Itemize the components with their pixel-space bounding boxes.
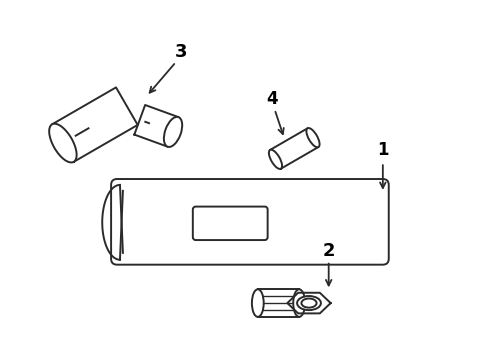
Ellipse shape xyxy=(297,296,321,310)
Text: 1: 1 xyxy=(377,141,389,159)
Polygon shape xyxy=(270,128,318,169)
Polygon shape xyxy=(52,87,138,162)
FancyBboxPatch shape xyxy=(111,179,389,265)
Text: 2: 2 xyxy=(322,242,335,260)
Ellipse shape xyxy=(301,298,317,307)
Text: 3: 3 xyxy=(175,43,187,61)
Polygon shape xyxy=(287,293,331,314)
Text: 4: 4 xyxy=(266,90,277,108)
FancyBboxPatch shape xyxy=(193,207,268,240)
Ellipse shape xyxy=(293,289,305,317)
Ellipse shape xyxy=(252,289,264,317)
Ellipse shape xyxy=(306,128,319,147)
Ellipse shape xyxy=(49,124,76,162)
Ellipse shape xyxy=(269,150,282,169)
Bar xyxy=(258,289,299,317)
Polygon shape xyxy=(134,105,178,147)
Ellipse shape xyxy=(164,117,182,147)
